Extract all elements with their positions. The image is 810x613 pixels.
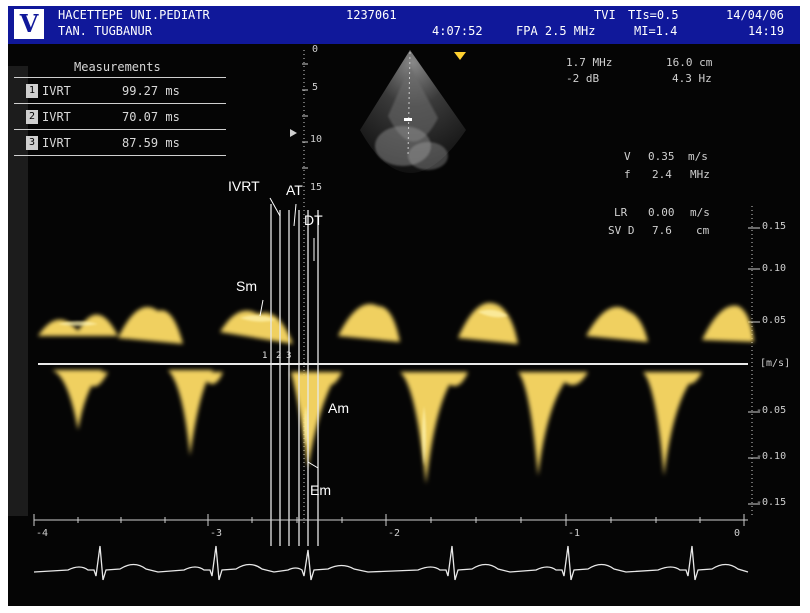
sv-value: 7.6 <box>652 224 672 237</box>
velocity-tick: 0.05 <box>762 315 787 326</box>
sector-image <box>360 50 466 173</box>
ultrasound-frame: V HACETTEPE UNI.PEDIATR TAN. TUGBANUR 12… <box>8 6 800 606</box>
measurement-row: 1 IVRT 99.27 ms <box>14 80 226 102</box>
frame-rate-value: 4.3 Hz <box>672 72 712 85</box>
depth-tick: 10 <box>310 134 323 145</box>
gain-value: -2 dB <box>566 72 600 85</box>
velocity-tick: -0.05 <box>756 405 787 416</box>
time-tick: 0 <box>734 528 741 539</box>
divider <box>14 77 226 78</box>
tissue-doppler-trace <box>38 302 754 484</box>
divider <box>14 155 226 156</box>
depth-tick: 0 <box>312 44 319 55</box>
depth-tick: 5 <box>312 82 319 93</box>
depth-ruler <box>302 50 308 526</box>
annotation-arrows <box>259 197 319 469</box>
doppler-highlights <box>58 309 508 466</box>
mi-value: MI=1.4 <box>634 24 678 38</box>
time-tick: -3 <box>210 528 223 539</box>
f-unit: MHz <box>690 168 710 181</box>
tis-value: TIs=0.5 <box>628 8 679 22</box>
left-edge-band <box>8 66 28 516</box>
velocity-label: V <box>624 150 631 163</box>
sm-annotation: Sm <box>236 278 257 294</box>
row-label: IVRT <box>42 110 71 124</box>
elapsed-time: 4:07:52 <box>432 24 483 38</box>
patient-name: TAN. TUGBANUR <box>58 24 152 38</box>
f-label: f <box>624 168 631 181</box>
focus-marker <box>290 129 297 137</box>
am-annotation: Am <box>328 400 349 416</box>
velocity-value: 0.35 <box>648 150 675 163</box>
measurement-row: 2 IVRT 70.07 ms <box>14 106 226 128</box>
f-value: 2.4 <box>652 168 672 181</box>
header-bar: V HACETTEPE UNI.PEDIATR TAN. TUGBANUR 12… <box>8 6 800 44</box>
mode-label: TVI <box>594 8 616 22</box>
velocity-tick: 0.10 <box>762 263 787 274</box>
measurement-row: 3 IVRT 87.59 ms <box>14 132 226 154</box>
exam-date: 14/04/06 <box>726 8 784 22</box>
vivid-logo: V <box>14 9 44 39</box>
velocity-unit: m/s <box>688 150 708 163</box>
row-label: IVRT <box>42 84 71 98</box>
dt-annotation: DT <box>304 212 323 228</box>
caliper-marker-3: 3 <box>286 351 291 361</box>
em-annotation: Em <box>310 482 331 498</box>
sv-unit: cm <box>696 224 710 237</box>
time-axis <box>33 514 748 526</box>
velocity-ruler <box>748 206 760 518</box>
row-value: 99.27 ms <box>122 84 180 98</box>
ecg-trace <box>33 545 749 581</box>
divider <box>14 103 226 104</box>
lr-value: 0.00 <box>648 206 675 219</box>
row-value: 87.59 ms <box>122 136 180 150</box>
lr-label: LR <box>614 206 628 219</box>
row-index: 2 <box>26 110 38 124</box>
depth-tick: 15 <box>310 182 323 193</box>
caliper-marker-1: 1 <box>262 351 267 361</box>
row-index: 3 <box>26 136 38 150</box>
sv-label: SV D <box>608 224 635 237</box>
velocity-tick: -0.10 <box>756 451 787 462</box>
velocity-tick: -0.15 <box>756 497 787 508</box>
at-annotation: AT <box>286 182 303 198</box>
caliper-marker-2: 2 <box>276 351 281 361</box>
divider <box>14 129 226 130</box>
velocity-unit-label: [m/s] <box>760 358 791 369</box>
patient-id: 1237061 <box>346 8 397 22</box>
row-index: 1 <box>26 84 38 98</box>
measurements-title: Measurements <box>74 60 161 74</box>
ultrasound-graphics: 1 2 3 <box>8 50 760 581</box>
caliper-lines <box>270 204 319 546</box>
exam-time: 14:19 <box>748 24 785 38</box>
ivrt-annotation: IVRT <box>228 178 260 194</box>
lr-unit: m/s <box>690 206 710 219</box>
frequency-value: 1.7 MHz <box>566 56 613 69</box>
institution-name: HACETTEPE UNI.PEDIATR <box>58 8 210 22</box>
orientation-marker <box>454 52 466 60</box>
row-label: IVRT <box>42 136 71 150</box>
probe-info: FPA 2.5 MHz <box>516 24 596 38</box>
time-tick: -2 <box>388 528 401 539</box>
row-value: 70.07 ms <box>122 110 180 124</box>
time-tick: -4 <box>36 528 49 539</box>
time-tick: -1 <box>568 528 581 539</box>
velocity-tick: 0.15 <box>762 221 787 232</box>
depth-value: 16.0 cm <box>666 56 713 69</box>
